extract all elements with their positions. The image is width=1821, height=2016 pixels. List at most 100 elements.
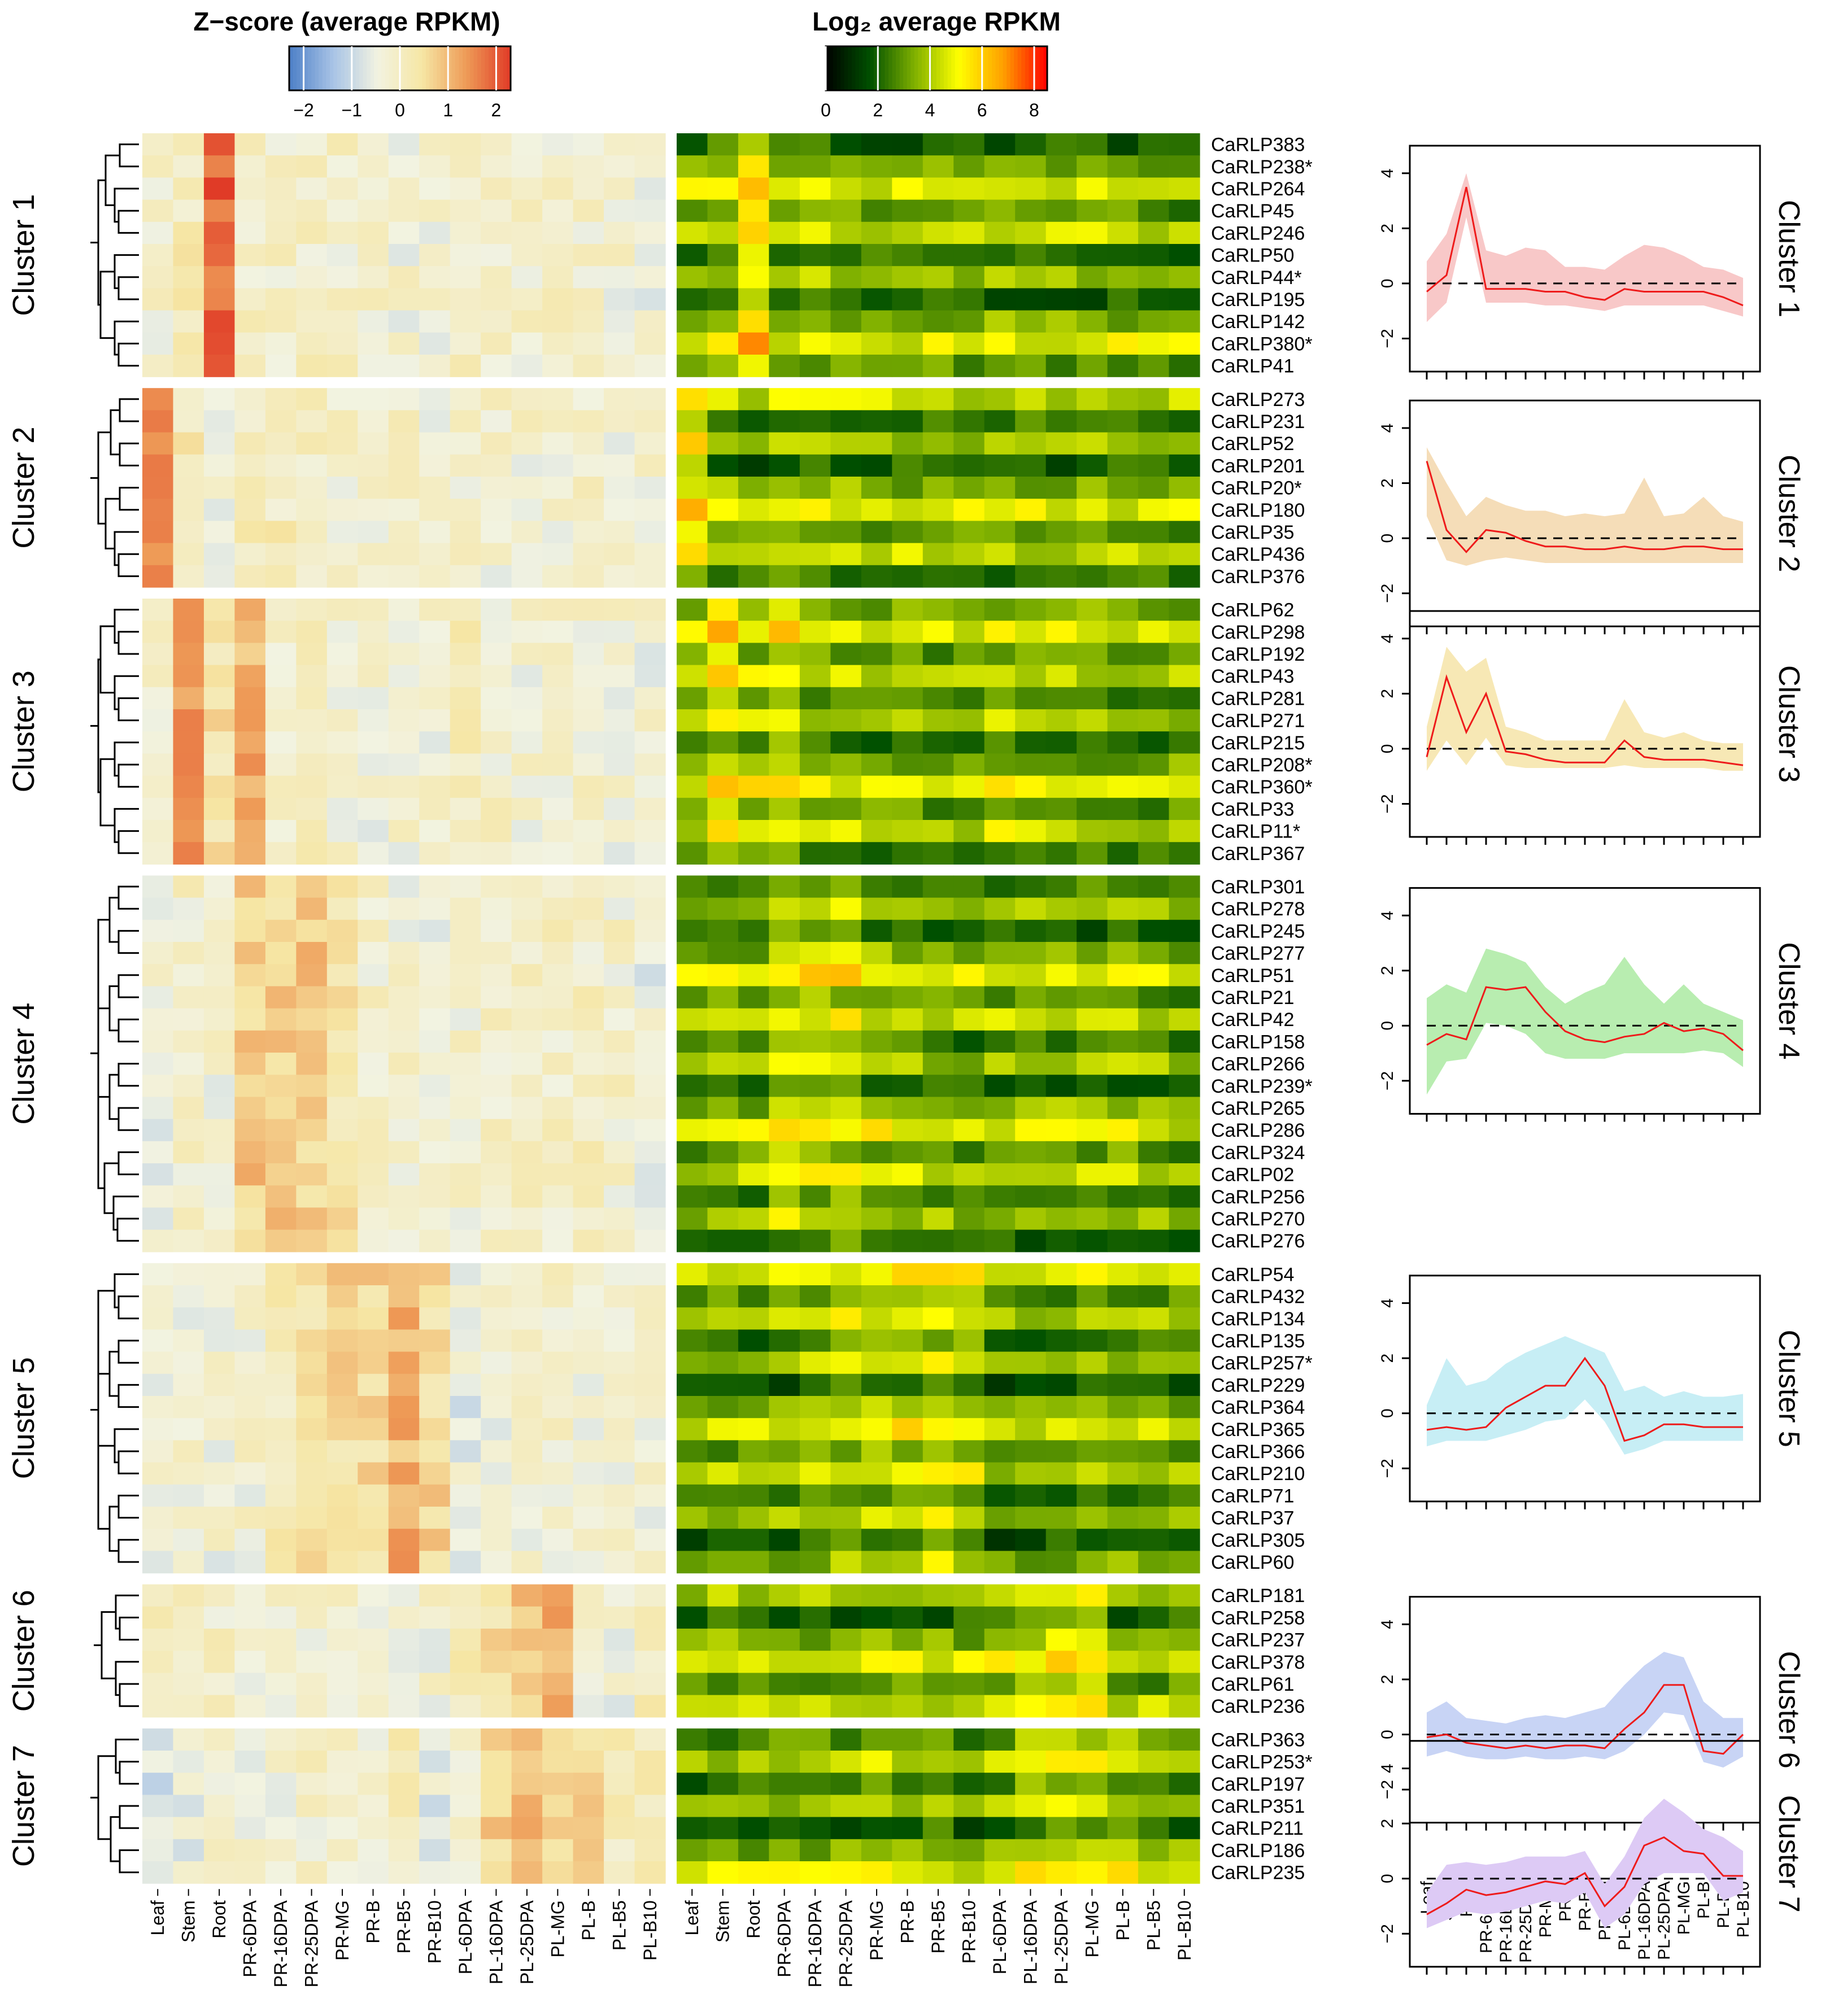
- log2-cell: [953, 1053, 985, 1075]
- zscore-cell: [450, 1285, 481, 1308]
- log2-cell: [707, 1839, 739, 1862]
- log2-cell: [677, 177, 708, 200]
- zscore-cell: [634, 1141, 666, 1164]
- zscore-cell: [358, 543, 389, 566]
- zscore-cell: [173, 1673, 204, 1696]
- zscore-cell: [388, 1507, 420, 1529]
- log2-cell: [769, 731, 800, 754]
- zscore-cell: [142, 1462, 174, 1485]
- log2-cell: [1045, 1373, 1077, 1397]
- log2-cell: [769, 266, 800, 289]
- zscore-cell: [265, 199, 297, 222]
- zscore-cell: [542, 797, 574, 821]
- zscore-cell: [142, 797, 174, 821]
- zscore-cell: [388, 1440, 420, 1463]
- zscore-cell: [604, 1141, 635, 1164]
- log2-cell: [1015, 1008, 1047, 1031]
- zscore-cell: [326, 332, 358, 355]
- zscore-cell: [388, 1207, 420, 1230]
- log2-cell: [1169, 1207, 1200, 1230]
- log2-cell: [1015, 1053, 1047, 1075]
- zscore-cell: [203, 332, 236, 355]
- log2-cell: [1077, 1207, 1108, 1230]
- log2-cell: [677, 1629, 708, 1651]
- log2-cell: [707, 1030, 739, 1053]
- zscore-cell: [388, 1728, 420, 1751]
- zscore-cell: [173, 543, 204, 566]
- zscore-cell: [234, 1329, 266, 1352]
- zscore-cell: [634, 1030, 666, 1053]
- log2-cell: [1015, 410, 1047, 433]
- log2-cell: [1107, 332, 1139, 355]
- zscore-cell: [173, 1795, 204, 1818]
- zscore-cell: [388, 1795, 420, 1818]
- log2-cell: [799, 1839, 831, 1862]
- zscore-cell: [511, 1030, 543, 1053]
- zscore-cell: [419, 897, 451, 920]
- log2-cell: [1077, 543, 1108, 566]
- zscore-cell: [634, 1053, 666, 1075]
- zscore-cell: [542, 177, 574, 200]
- zscore-cell: [542, 1440, 574, 1463]
- zscore-cell: [296, 1185, 328, 1208]
- legend-color-step: [988, 46, 992, 90]
- zscore-cell: [203, 709, 236, 732]
- log2-cell: [1015, 731, 1047, 754]
- log2-legend-title: Log₂ average RPKM: [812, 7, 1061, 36]
- zscore-cell: [173, 1651, 204, 1673]
- log2-cell: [769, 1440, 800, 1463]
- zscore-x-tick-label: PL-16DPA: [486, 1900, 506, 1984]
- zscore-cell: [634, 665, 666, 688]
- log2-cell: [1169, 221, 1200, 245]
- zscore-cell: [419, 332, 451, 355]
- zscore-cell: [234, 543, 266, 566]
- legend-color-step: [999, 46, 1004, 90]
- zscore-cell: [604, 986, 635, 1009]
- log2-cell: [922, 1163, 954, 1186]
- log2-cell: [1169, 1119, 1200, 1142]
- zscore-cell: [450, 1728, 481, 1751]
- zscore-cell: [326, 1751, 358, 1773]
- zscore-cell: [388, 897, 420, 920]
- zscore-cell: [203, 1651, 236, 1673]
- zscore-cell: [481, 1008, 512, 1031]
- zscore-x-tick-label: PR-B: [363, 1900, 384, 1943]
- zscore-cell: [511, 355, 543, 377]
- zscore-cell: [604, 1030, 635, 1053]
- zscore-cell: [234, 1285, 266, 1308]
- zscore-cell: [450, 1163, 481, 1186]
- log2-cell: [1138, 288, 1170, 311]
- zscore-cell: [296, 388, 328, 411]
- zscore-cell: [296, 842, 328, 865]
- zscore-cell: [234, 1462, 266, 1485]
- log2-cell: [738, 687, 770, 710]
- log2-cell: [769, 753, 800, 776]
- log2-cell: [984, 1584, 1016, 1607]
- zscore-cell: [142, 454, 174, 477]
- zscore-cell: [542, 1606, 574, 1629]
- zscore-cell: [573, 1163, 604, 1186]
- log2-cell: [677, 820, 708, 843]
- zscore-cell: [296, 1551, 328, 1574]
- log2-cell: [1015, 221, 1047, 245]
- log2-cell: [769, 454, 800, 477]
- zscore-cell: [419, 1629, 451, 1651]
- legend-tick-label: 0: [821, 100, 831, 120]
- log2-cell: [984, 1075, 1016, 1097]
- zscore-cell: [173, 775, 204, 798]
- zscore-cell: [634, 410, 666, 433]
- zscore-cell: [481, 1861, 512, 1884]
- zscore-cell: [542, 1773, 574, 1795]
- zscore-cell: [450, 355, 481, 377]
- log2-cell: [738, 1651, 770, 1673]
- log2-cell: [1077, 643, 1108, 666]
- log2-cell: [830, 1629, 862, 1651]
- zscore-cell: [234, 1396, 266, 1419]
- zscore-cell: [142, 1773, 174, 1795]
- zscore-cell: [358, 964, 389, 987]
- zscore-cell: [203, 1207, 236, 1230]
- log2-cell: [769, 1008, 800, 1031]
- log2-cell: [1107, 1529, 1139, 1551]
- log2-cell: [738, 1695, 770, 1718]
- zscore-cell: [573, 288, 604, 311]
